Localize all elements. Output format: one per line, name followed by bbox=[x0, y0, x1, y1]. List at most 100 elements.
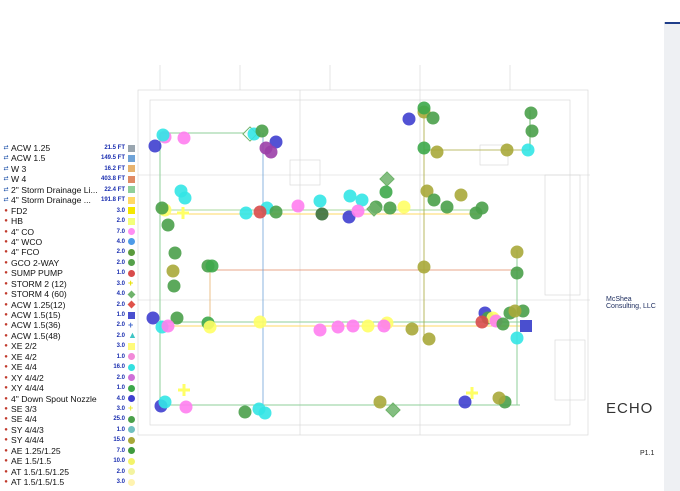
takeoff-marker-circle[interactable] bbox=[426, 111, 440, 125]
takeoff-marker-circle[interactable] bbox=[313, 323, 327, 337]
legend-item[interactable]: ⇄ 4" Storm Drainage ... 191.8 FT bbox=[2, 195, 136, 205]
takeoff-marker-circle[interactable] bbox=[177, 131, 191, 145]
legend-item[interactable]: ● ACW 1.5(15) 1.0 bbox=[2, 310, 136, 320]
legend-item[interactable]: ⇄ ACW 1.25 21.5 FT bbox=[2, 143, 136, 153]
legend-item[interactable]: ● SE 3/3 3.0 + bbox=[2, 404, 136, 414]
takeoff-marker-circle[interactable] bbox=[373, 395, 387, 409]
takeoff-marker-circle[interactable] bbox=[158, 395, 172, 409]
takeoff-marker-circle[interactable] bbox=[379, 185, 393, 199]
legend-item[interactable]: ⇄ W 4 403.8 FT bbox=[2, 174, 136, 184]
takeoff-markers[interactable] bbox=[146, 101, 539, 420]
legend-item[interactable]: ● XE 4/4 16.0 bbox=[2, 362, 136, 372]
takeoff-marker-circle[interactable] bbox=[417, 101, 431, 115]
takeoff-marker-circle[interactable] bbox=[315, 207, 329, 221]
takeoff-marker-circle[interactable] bbox=[510, 266, 524, 280]
takeoff-marker-circle[interactable] bbox=[377, 319, 391, 333]
legend-item[interactable]: ● 4" CO 7.0 bbox=[2, 227, 136, 237]
legend-item[interactable]: ● STORM 4 (60) 4.0 bbox=[2, 289, 136, 299]
takeoff-marker-circle[interactable] bbox=[521, 143, 535, 157]
takeoff-marker-circle[interactable] bbox=[343, 189, 357, 203]
takeoff-marker-circle[interactable] bbox=[238, 405, 252, 419]
takeoff-marker-circle[interactable] bbox=[166, 264, 180, 278]
takeoff-marker-circle[interactable] bbox=[148, 139, 162, 153]
takeoff-marker-circle[interactable] bbox=[156, 128, 170, 142]
legend-item[interactable]: ● STORM 2 (12) 3.0 + bbox=[2, 279, 136, 289]
takeoff-marker-circle[interactable] bbox=[510, 331, 524, 345]
legend-item[interactable]: ● ACW 1.5(36) 2.0 + bbox=[2, 320, 136, 330]
takeoff-marker-circle[interactable] bbox=[161, 319, 175, 333]
legend-item[interactable]: ● ACW 1.25(12) 2.0 bbox=[2, 300, 136, 310]
takeoff-marker-circle[interactable] bbox=[168, 246, 182, 260]
legend-item[interactable]: ● AT 1.5/1.5/1.25 2.0 bbox=[2, 467, 136, 477]
takeoff-marker-circle[interactable] bbox=[239, 206, 253, 220]
takeoff-marker-circle[interactable] bbox=[269, 135, 283, 149]
takeoff-marker-circle[interactable] bbox=[361, 319, 375, 333]
takeoff-marker-circle[interactable] bbox=[475, 201, 489, 215]
legend-item[interactable]: ● AE 1.25/1.25 7.0 bbox=[2, 446, 136, 456]
takeoff-marker-diamond[interactable] bbox=[385, 402, 401, 418]
takeoff-marker-circle[interactable] bbox=[258, 406, 272, 420]
legend-item[interactable]: ⇄ W 3 16.2 FT bbox=[2, 164, 136, 174]
takeoff-marker-plus[interactable] bbox=[178, 384, 190, 396]
takeoff-marker-circle[interactable] bbox=[475, 315, 489, 329]
takeoff-marker-circle[interactable] bbox=[355, 193, 369, 207]
legend-item[interactable]: ● SY 4/4/4 15.0 bbox=[2, 435, 136, 445]
takeoff-marker-circle[interactable] bbox=[146, 311, 160, 325]
takeoff-marker-diamond[interactable] bbox=[366, 201, 382, 217]
takeoff-marker-circle[interactable] bbox=[174, 184, 188, 198]
takeoff-marker-circle[interactable] bbox=[417, 260, 431, 274]
takeoff-marker-circle[interactable] bbox=[492, 391, 506, 405]
takeoff-marker-circle[interactable] bbox=[331, 320, 345, 334]
takeoff-marker-circle[interactable] bbox=[269, 205, 283, 219]
takeoff-marker-circle[interactable] bbox=[264, 145, 278, 159]
legend-item[interactable]: ● FD2 3.0 bbox=[2, 206, 136, 216]
takeoff-marker-plus[interactable] bbox=[177, 207, 189, 219]
legend-item[interactable]: ● 4" WCO 4.0 bbox=[2, 237, 136, 247]
legend-item[interactable]: ● XE 4/2 1.0 bbox=[2, 352, 136, 362]
takeoff-marker-circle[interactable] bbox=[291, 199, 305, 213]
takeoff-marker-circle[interactable] bbox=[420, 184, 434, 198]
takeoff-marker-circle[interactable] bbox=[402, 112, 416, 126]
takeoff-marker-circle[interactable] bbox=[417, 141, 431, 155]
takeoff-marker-square[interactable] bbox=[520, 320, 532, 332]
takeoff-marker-circle[interactable] bbox=[203, 320, 217, 334]
takeoff-marker-circle[interactable] bbox=[253, 315, 267, 329]
legend-item[interactable]: ● XE 2/2 3.0 bbox=[2, 341, 136, 351]
takeoff-marker-circle[interactable] bbox=[179, 400, 193, 414]
takeoff-marker-circle[interactable] bbox=[525, 124, 539, 138]
takeoff-marker-circle[interactable] bbox=[313, 194, 327, 208]
takeoff-marker-circle[interactable] bbox=[440, 200, 454, 214]
takeoff-marker-circle[interactable] bbox=[397, 200, 411, 214]
legend-item[interactable]: ● SUMP PUMP 1.0 bbox=[2, 268, 136, 278]
takeoff-marker-diamond[interactable] bbox=[379, 171, 395, 187]
takeoff-marker-circle[interactable] bbox=[427, 193, 441, 207]
legend-item[interactable]: ⇄ ACW 1.5 149.5 FT bbox=[2, 153, 136, 163]
legend-item[interactable]: ● XY 4/4/4 1.0 bbox=[2, 383, 136, 393]
takeoff-marker-circle[interactable] bbox=[383, 201, 397, 215]
takeoff-marker-circle[interactable] bbox=[405, 322, 419, 336]
plumbing-floor-plan[interactable] bbox=[0, 22, 664, 491]
takeoff-marker-circle[interactable] bbox=[167, 279, 181, 293]
takeoff-marker-circle[interactable] bbox=[422, 332, 436, 346]
scrollbar[interactable] bbox=[664, 24, 680, 491]
takeoff-marker-circle[interactable] bbox=[170, 311, 184, 325]
takeoff-marker-circle[interactable] bbox=[155, 201, 169, 215]
takeoff-marker-plus[interactable] bbox=[466, 387, 478, 399]
takeoff-marker-circle[interactable] bbox=[351, 204, 365, 218]
legend-item[interactable]: ⇄ 2" Storm Drainage Li... 22.4 FT bbox=[2, 185, 136, 195]
legend-item[interactable]: ● GCO 2-WAY 2.0 bbox=[2, 258, 136, 268]
legend-item[interactable]: ● AE 1.5/1.5 10.0 bbox=[2, 456, 136, 466]
takeoff-marker-circle[interactable] bbox=[510, 245, 524, 259]
takeoff-marker-circle[interactable] bbox=[161, 218, 175, 232]
legend-item[interactable]: ● 4" FCO 2.0 bbox=[2, 247, 136, 257]
takeoff-marker-circle[interactable] bbox=[496, 317, 510, 331]
legend-item[interactable]: ● HB 2.0 bbox=[2, 216, 136, 226]
takeoff-marker-circle[interactable] bbox=[524, 106, 538, 120]
takeoff-marker-circle[interactable] bbox=[253, 205, 267, 219]
legend-item[interactable]: ● XY 4/4/2 2.0 bbox=[2, 373, 136, 383]
legend-item[interactable]: ● ACW 1.5(48) 2.0 ▲ bbox=[2, 331, 137, 341]
takeoff-marker-circle[interactable] bbox=[458, 395, 472, 409]
takeoff-marker-circle[interactable] bbox=[430, 145, 444, 159]
takeoff-marker-circle[interactable] bbox=[255, 124, 269, 138]
legend-item[interactable]: ● SY 4/4/3 1.0 bbox=[2, 425, 136, 435]
